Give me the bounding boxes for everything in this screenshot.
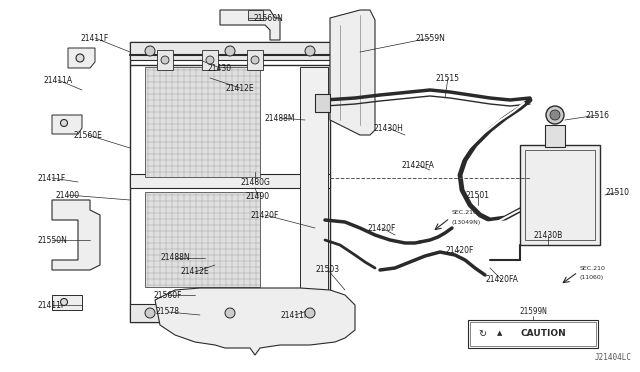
Circle shape bbox=[145, 46, 155, 56]
Bar bbox=[130, 42, 330, 322]
Text: ▲: ▲ bbox=[497, 330, 502, 336]
Text: 21560E: 21560E bbox=[74, 131, 102, 140]
Text: 21488M: 21488M bbox=[265, 113, 295, 122]
Bar bbox=[247, 50, 263, 70]
Text: 21516: 21516 bbox=[586, 110, 610, 119]
Text: 21411F: 21411F bbox=[38, 173, 66, 183]
Circle shape bbox=[76, 54, 84, 62]
Bar bbox=[525, 150, 595, 240]
Text: 21420F: 21420F bbox=[368, 224, 396, 232]
Text: ↻: ↻ bbox=[478, 329, 486, 339]
Text: 21400: 21400 bbox=[56, 190, 80, 199]
Text: 21430: 21430 bbox=[208, 64, 232, 73]
Polygon shape bbox=[52, 295, 82, 310]
Bar bbox=[300, 67, 328, 307]
Text: 21559N: 21559N bbox=[415, 33, 445, 42]
Text: 21411A: 21411A bbox=[44, 76, 72, 84]
Circle shape bbox=[305, 46, 315, 56]
Bar bbox=[248, 10, 263, 20]
Circle shape bbox=[225, 308, 235, 318]
Polygon shape bbox=[155, 288, 355, 355]
Text: 21578: 21578 bbox=[156, 308, 180, 317]
Bar bbox=[315, 94, 330, 112]
Bar bbox=[145, 67, 260, 177]
Circle shape bbox=[206, 56, 214, 64]
Polygon shape bbox=[68, 48, 95, 68]
Text: 21599N: 21599N bbox=[519, 308, 547, 317]
Bar bbox=[545, 125, 565, 147]
Text: 21420F: 21420F bbox=[251, 211, 279, 219]
Text: 21515: 21515 bbox=[436, 74, 460, 83]
Polygon shape bbox=[52, 200, 100, 270]
Text: 21560F: 21560F bbox=[154, 291, 182, 299]
Text: 21411F: 21411F bbox=[81, 33, 109, 42]
Text: 21550N: 21550N bbox=[37, 235, 67, 244]
Bar bbox=[468, 320, 598, 348]
Polygon shape bbox=[52, 115, 82, 134]
Circle shape bbox=[305, 308, 315, 318]
Circle shape bbox=[61, 119, 67, 126]
Text: (11060): (11060) bbox=[580, 276, 604, 280]
Text: 21412E: 21412E bbox=[226, 83, 254, 93]
Text: 21510: 21510 bbox=[606, 187, 630, 196]
Bar bbox=[145, 192, 260, 287]
Text: 21488N: 21488N bbox=[160, 253, 190, 263]
Polygon shape bbox=[220, 10, 280, 40]
Text: 21411F: 21411F bbox=[38, 301, 66, 310]
Text: 21420FA: 21420FA bbox=[401, 160, 435, 170]
Text: (13049N): (13049N) bbox=[452, 219, 481, 224]
Circle shape bbox=[550, 110, 560, 120]
Text: 21412E: 21412E bbox=[180, 267, 209, 276]
Bar bbox=[202, 50, 218, 70]
Circle shape bbox=[161, 56, 169, 64]
Text: 21430B: 21430B bbox=[533, 231, 563, 240]
Bar bbox=[157, 50, 173, 70]
Text: 21420F: 21420F bbox=[446, 246, 474, 254]
Text: J21404LC: J21404LC bbox=[595, 353, 632, 362]
Text: SEC.210: SEC.210 bbox=[452, 209, 478, 215]
Text: 21480G: 21480G bbox=[240, 177, 270, 186]
Bar bbox=[130, 304, 330, 322]
Bar bbox=[470, 322, 596, 346]
Bar bbox=[520, 145, 600, 245]
Text: 21430H: 21430H bbox=[373, 124, 403, 132]
Text: CAUTION: CAUTION bbox=[520, 330, 566, 339]
Bar bbox=[130, 174, 330, 188]
Text: 21411F: 21411F bbox=[281, 311, 309, 320]
Circle shape bbox=[61, 298, 67, 305]
Text: 21420FA: 21420FA bbox=[486, 276, 518, 285]
Text: SEC.210: SEC.210 bbox=[580, 266, 606, 270]
Text: 21560N: 21560N bbox=[253, 13, 283, 22]
Circle shape bbox=[251, 56, 259, 64]
Text: 21501: 21501 bbox=[466, 190, 490, 199]
Polygon shape bbox=[330, 10, 375, 135]
Circle shape bbox=[546, 106, 564, 124]
Text: 21503: 21503 bbox=[316, 266, 340, 275]
Circle shape bbox=[145, 308, 155, 318]
Text: 21490: 21490 bbox=[246, 192, 270, 201]
Circle shape bbox=[225, 46, 235, 56]
Bar bbox=[130, 42, 330, 60]
